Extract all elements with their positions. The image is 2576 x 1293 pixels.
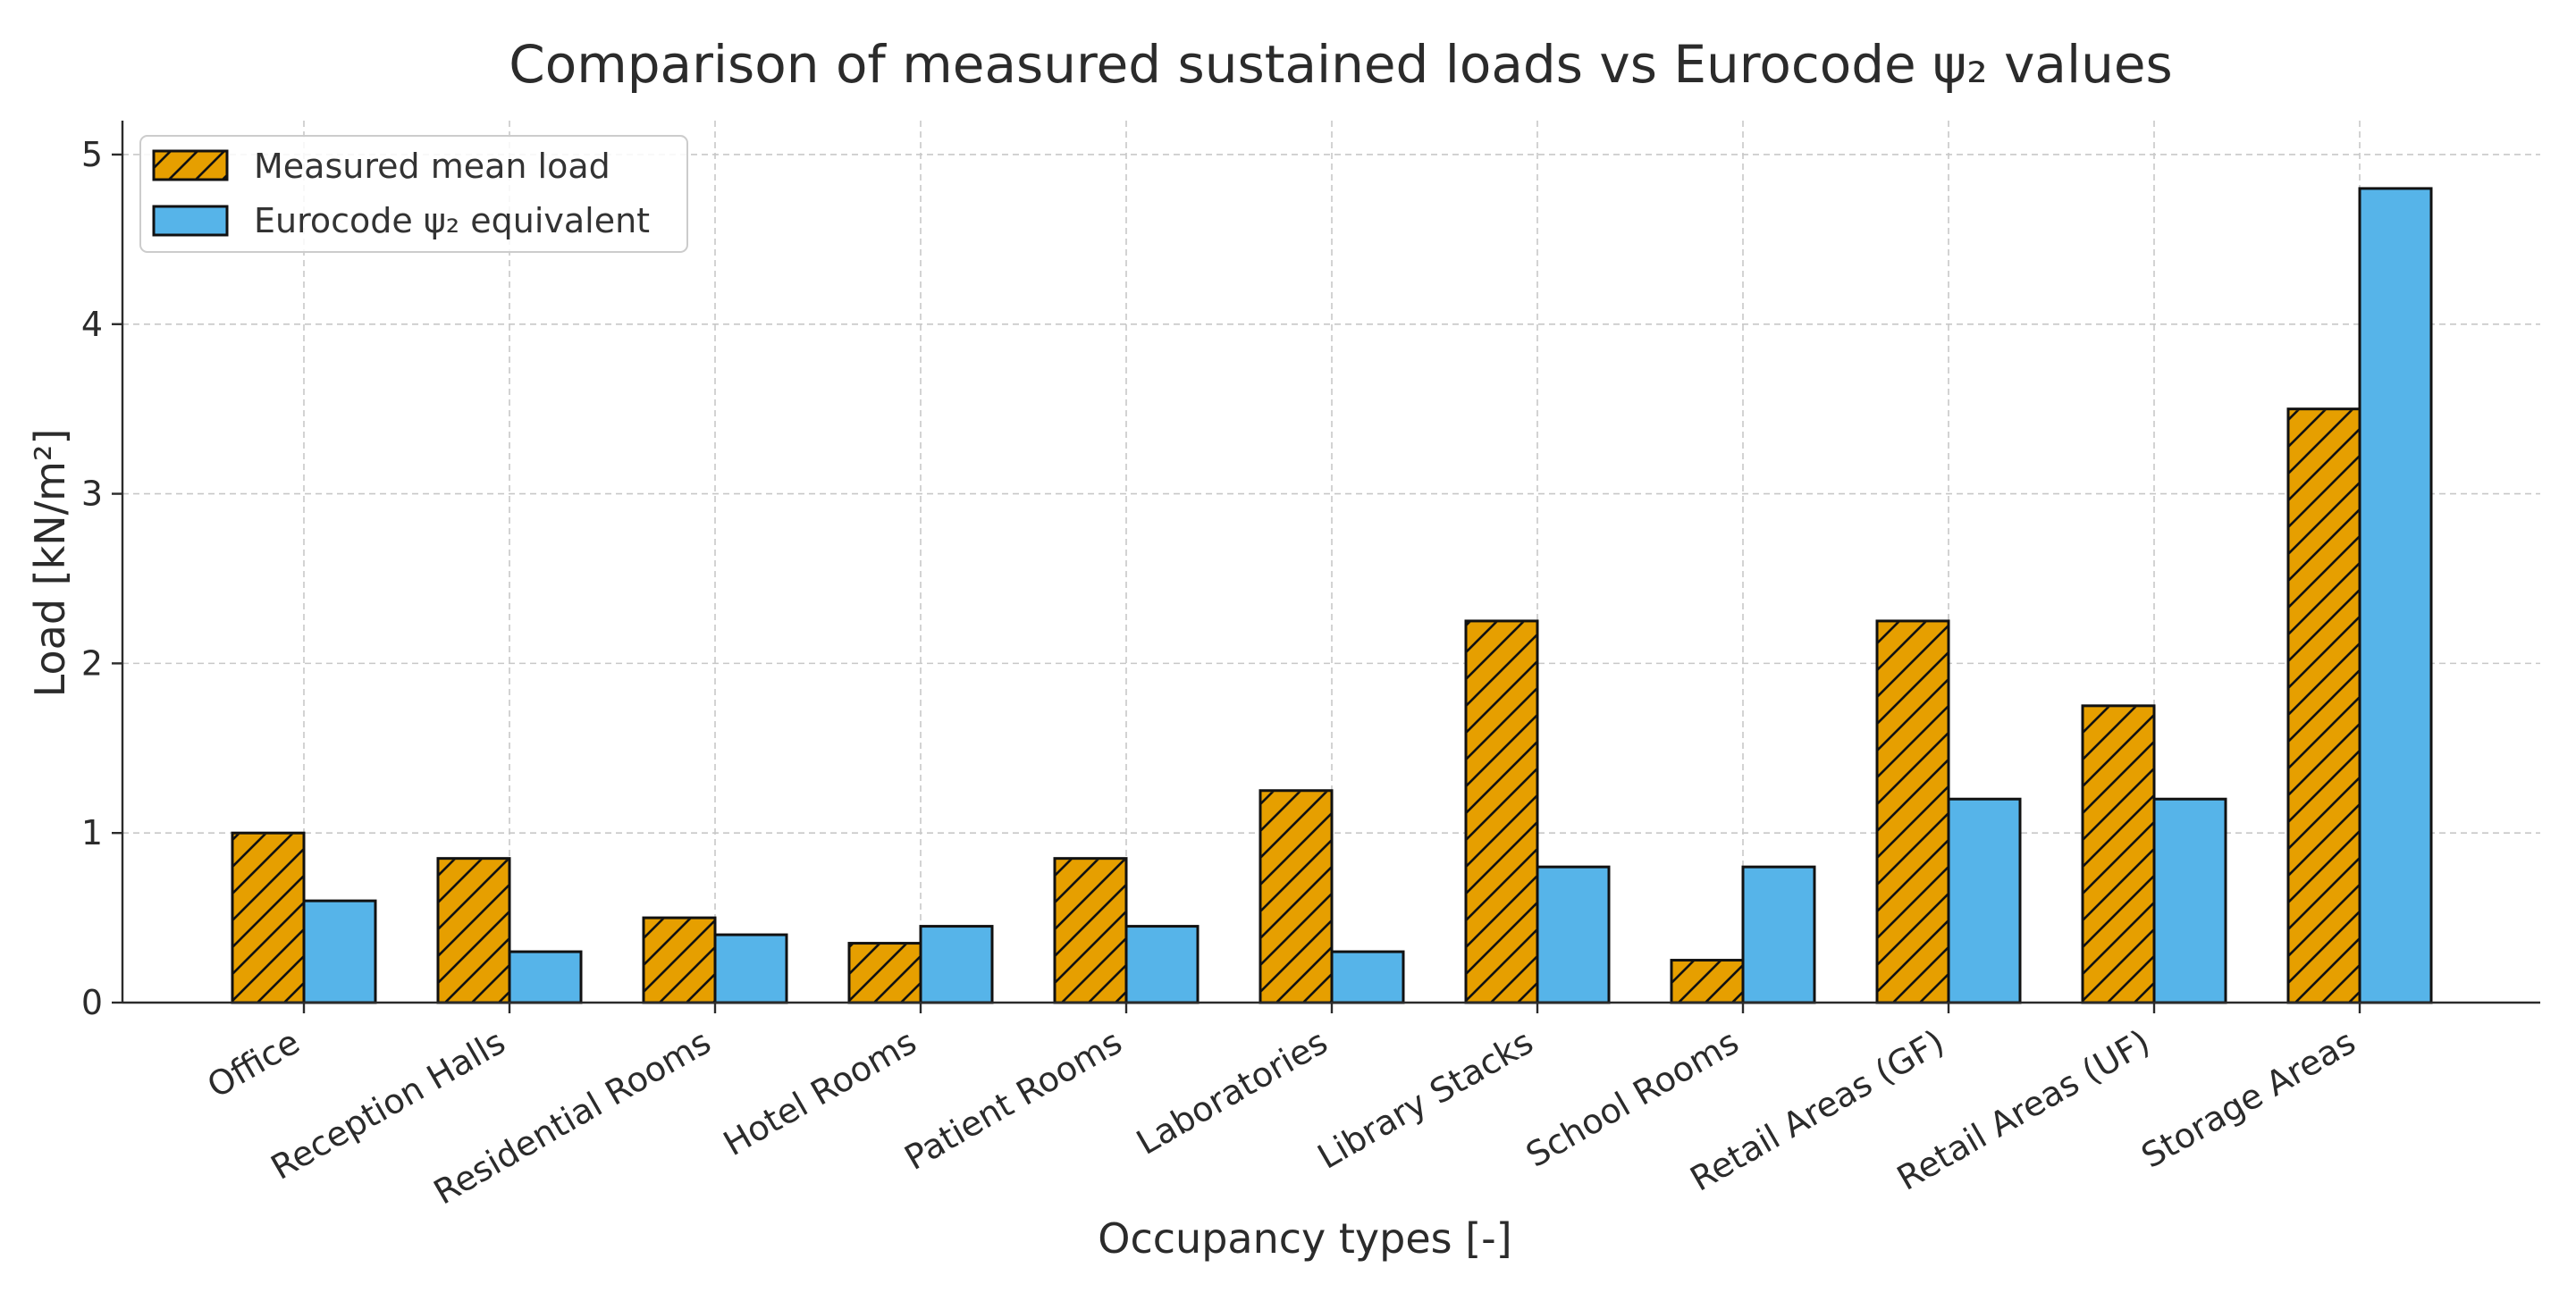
bars-group: [231, 187, 2433, 1004]
x-tick-label: Storage Areas: [2134, 1022, 2361, 1176]
bar-hatch-overlay: [850, 945, 920, 1002]
legend-frame: [139, 135, 688, 253]
bar-eurocode: [2152, 797, 2227, 1004]
bar-hatch-overlay: [644, 919, 714, 1002]
legend-label-eurocode: Eurocode ψ₂ equivalent: [254, 201, 650, 240]
bar-eurocode: [1947, 797, 2022, 1004]
x-tick-label: Laboratories: [1130, 1022, 1334, 1163]
x-tick-label: Office: [200, 1022, 306, 1106]
y-ticks-group: 0 1 2 3 4 5: [81, 135, 122, 1022]
y-axis-label: Load [kN/m²]: [26, 429, 74, 698]
y-tick-label: 0: [81, 983, 103, 1022]
x-tick-label: Patient Rooms: [898, 1022, 1129, 1178]
bar-eurocode: [508, 950, 583, 1004]
x-tick-label: Hotel Rooms: [717, 1022, 922, 1163]
bar-eurocode: [919, 925, 994, 1004]
bar-hatch-overlay: [1672, 961, 1742, 1002]
bar-hatch-overlay: [1261, 792, 1331, 1002]
bar-hatch-overlay: [233, 834, 303, 1002]
legend-entry-eurocode: Eurocode ψ₂ equivalent: [152, 201, 650, 240]
y-tick-label: 4: [81, 305, 103, 344]
bar-eurocode: [2358, 187, 2433, 1004]
legend: Measured mean load Eurocode ψ₂ equivalen…: [139, 135, 688, 253]
bar-eurocode: [713, 933, 788, 1004]
bar-eurocode: [1330, 950, 1405, 1004]
bar-hatch-overlay: [1056, 860, 1125, 1002]
bar-eurocode: [1536, 865, 1611, 1004]
bar-hatch-overlay: [1878, 622, 1948, 1002]
y-tick-label: 2: [81, 643, 103, 683]
x-axis-label: Occupancy types [-]: [1098, 1214, 1511, 1263]
legend-swatch-eurocode: [152, 205, 229, 237]
y-tick-label: 3: [81, 474, 103, 514]
legend-label-measured: Measured mean load: [254, 147, 610, 186]
bar-hatch-overlay: [2289, 410, 2359, 1002]
y-tick-label: 5: [81, 135, 103, 174]
bar-hatch-overlay: [439, 860, 509, 1002]
x-tick-label: Library Stacks: [1311, 1022, 1540, 1177]
bar-hatch-overlay: [1467, 622, 1536, 1002]
bar-eurocode: [1124, 925, 1200, 1004]
y-tick-label: 1: [81, 813, 103, 852]
chart-title: Comparison of measured sustained loads v…: [509, 34, 2173, 95]
bar-eurocode: [302, 899, 377, 1004]
legend-swatch-hatch: [154, 151, 227, 180]
legend-entry-measured: Measured mean load: [152, 147, 610, 186]
bar-eurocode: [1741, 865, 1816, 1004]
bar-hatch-overlay: [2084, 707, 2153, 1002]
